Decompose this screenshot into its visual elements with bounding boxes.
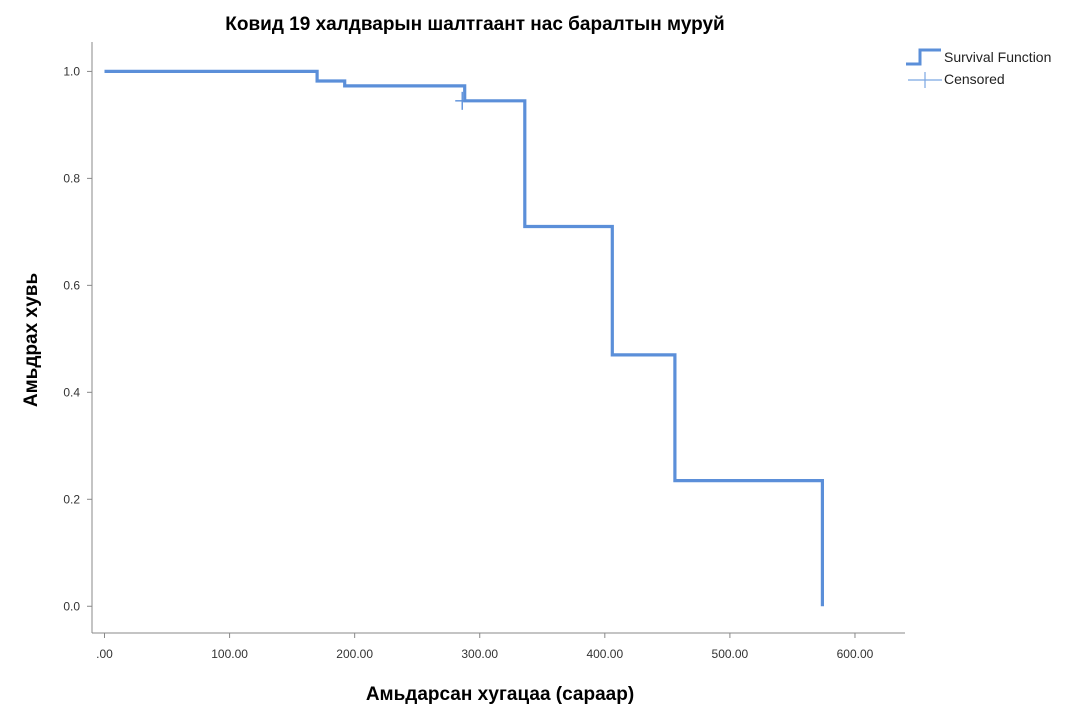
y-tick-label-5: 1.0 xyxy=(63,64,80,78)
legend-censored-label: Censored xyxy=(944,71,1005,87)
chart-title: Ковид 19 халдварын шалтгаант нас баралты… xyxy=(225,14,725,35)
y-tick-label-3: 0.6 xyxy=(63,278,80,292)
x-tick-label-4: 400.00 xyxy=(586,647,623,661)
y-tick-label-0: 0.0 xyxy=(63,599,80,613)
y-tick-label-4: 0.8 xyxy=(63,171,80,185)
x-tick-label-1: 100.00 xyxy=(211,647,248,661)
x-tick-label-2: 200.00 xyxy=(336,647,373,661)
y-axis-label: Амьдрах хувь xyxy=(21,273,42,407)
legend-survival-label: Survival Function xyxy=(944,49,1051,65)
legend: Survival Function Censored xyxy=(906,49,1051,88)
x-axis-label: Амьдарсан хугацаа (сараар) xyxy=(366,684,634,705)
legend-survival-swatch xyxy=(906,50,941,64)
y-tick-label-2: 0.4 xyxy=(63,385,80,399)
x-tick-label-5: 500.00 xyxy=(712,647,749,661)
x-tick-label-3: 300.00 xyxy=(461,647,498,661)
x-tick-label-0: .00 xyxy=(96,647,113,661)
x-tick-label-6: 600.00 xyxy=(837,647,874,661)
y-tick-label-1: 0.2 xyxy=(63,492,80,506)
plot-area: .00 100.00 200.00 300.00 400.00 500.00 600.00 0… xyxy=(63,42,905,661)
series-line-survival-function xyxy=(105,71,823,606)
